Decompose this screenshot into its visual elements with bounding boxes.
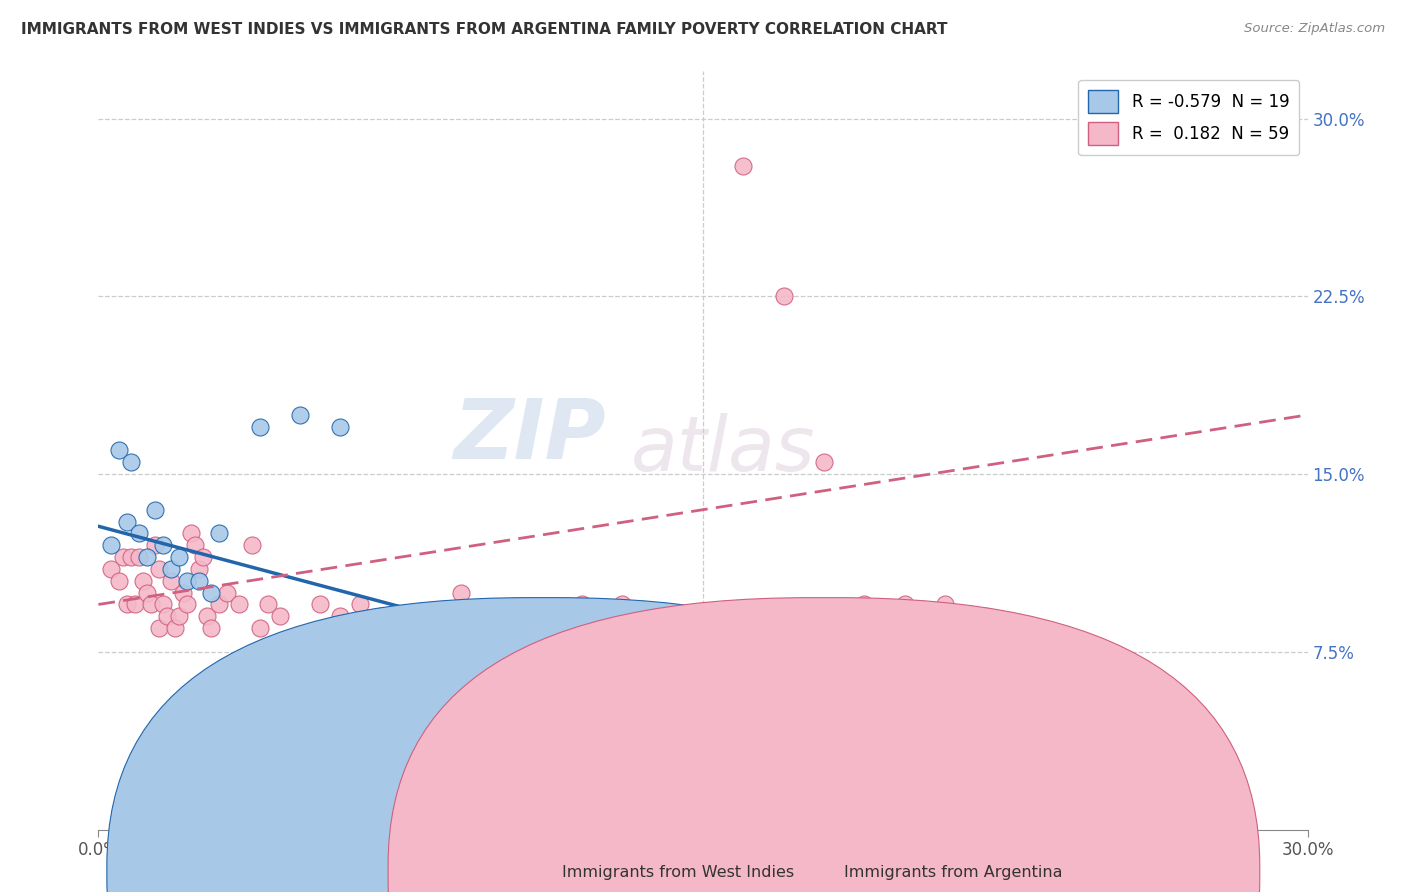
Point [217, 585, 239, 599]
Point [163, 621, 186, 635]
Point [184, 538, 207, 552]
Point [100, 538, 122, 552]
Point [139, 598, 162, 612]
Text: ZIP: ZIP [454, 395, 606, 475]
Point [152, 598, 174, 612]
Point [249, 621, 271, 635]
Point [1054, 728, 1077, 742]
Point [128, 550, 150, 565]
Point [188, 562, 211, 576]
Point [733, 159, 755, 173]
Point [651, 609, 673, 624]
Point [143, 502, 166, 516]
Point [470, 621, 492, 635]
Point [160, 574, 183, 588]
Text: Immigrants from Argentina: Immigrants from Argentina [844, 865, 1062, 880]
Point [853, 598, 876, 612]
Point [172, 585, 194, 599]
FancyBboxPatch shape [388, 598, 1260, 892]
Point [193, 550, 215, 565]
Point [167, 609, 190, 624]
Legend: R = -0.579  N = 19, R =  0.182  N = 59: R = -0.579 N = 19, R = 0.182 N = 59 [1078, 79, 1299, 155]
Point [491, 609, 513, 624]
Point [974, 609, 997, 624]
Point [772, 289, 794, 303]
Point [1054, 633, 1077, 648]
Point [195, 609, 218, 624]
Point [176, 598, 198, 612]
Point [934, 598, 956, 612]
Point [200, 621, 222, 635]
Point [115, 515, 138, 529]
Point [329, 419, 352, 434]
Point [120, 455, 142, 469]
Point [409, 609, 432, 624]
Point [156, 609, 179, 624]
Point [349, 598, 371, 612]
Point [530, 633, 553, 648]
Point [389, 621, 412, 635]
Point [692, 633, 714, 648]
Point [450, 585, 472, 599]
Point [249, 419, 271, 434]
Point [733, 633, 755, 648]
Point [208, 526, 231, 541]
Point [120, 550, 142, 565]
Point [167, 550, 190, 565]
Point [148, 621, 170, 635]
Point [329, 609, 352, 624]
Point [135, 585, 157, 599]
Point [100, 562, 122, 576]
Point [128, 526, 150, 541]
Point [200, 585, 222, 599]
Point [240, 538, 263, 552]
Point [107, 443, 129, 458]
Point [309, 598, 332, 612]
Point [132, 574, 155, 588]
Point [176, 574, 198, 588]
Point [571, 598, 593, 612]
Point [124, 598, 146, 612]
Point [813, 455, 835, 469]
Point [1035, 728, 1057, 742]
Point [256, 598, 278, 612]
Point [115, 598, 138, 612]
Point [269, 609, 291, 624]
Point [208, 598, 231, 612]
Point [612, 598, 634, 612]
Point [711, 609, 734, 624]
Point [430, 609, 453, 624]
Point [148, 562, 170, 576]
Point [370, 609, 392, 624]
Point [152, 538, 174, 552]
Point [107, 574, 129, 588]
Text: Source: ZipAtlas.com: Source: ZipAtlas.com [1244, 22, 1385, 36]
FancyBboxPatch shape [107, 598, 979, 892]
Text: IMMIGRANTS FROM WEST INDIES VS IMMIGRANTS FROM ARGENTINA FAMILY POVERTY CORRELAT: IMMIGRANTS FROM WEST INDIES VS IMMIGRANT… [21, 22, 948, 37]
Point [288, 408, 311, 422]
Point [135, 550, 157, 565]
Point [180, 526, 202, 541]
Text: atlas: atlas [630, 414, 815, 487]
Point [228, 598, 250, 612]
Point [111, 550, 134, 565]
Point [288, 633, 311, 648]
Text: Immigrants from West Indies: Immigrants from West Indies [562, 865, 794, 880]
Point [188, 574, 211, 588]
Point [143, 538, 166, 552]
Point [160, 562, 183, 576]
Point [893, 598, 915, 612]
